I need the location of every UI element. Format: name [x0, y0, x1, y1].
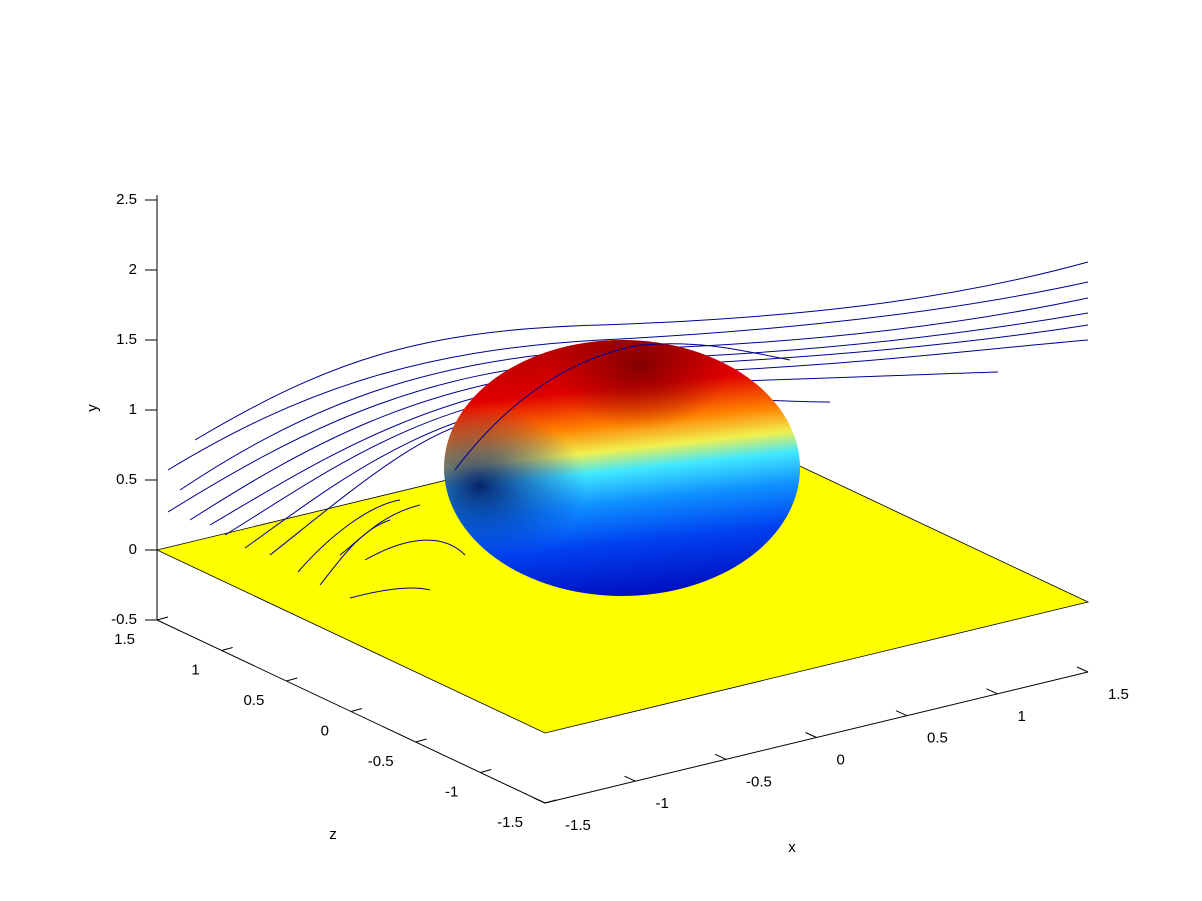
x-tick: [624, 775, 636, 782]
z-tick-label: 0: [321, 722, 329, 739]
x-tick: [714, 753, 727, 760]
z-tick-label: 1: [191, 661, 199, 678]
sphere-shade: [444, 340, 800, 596]
y-tick-label: 2.5: [116, 191, 137, 208]
x-tick: [805, 732, 817, 738]
z-tick: [156, 616, 169, 621]
x-tick-label: -1.5: [565, 817, 591, 834]
y-tick-label: 2: [129, 261, 137, 278]
z-tick: [480, 769, 492, 773]
z-tick: [544, 799, 557, 804]
x-tick: [986, 688, 998, 695]
z-tick: [286, 677, 298, 682]
x-tick-label: -1: [656, 795, 669, 812]
z-tick: [350, 708, 363, 712]
streamline-front: [454, 343, 791, 471]
y-tick-label: -0.5: [111, 611, 137, 628]
z-tick: [221, 647, 233, 651]
scene: [155, 261, 1090, 734]
z-tick-label: 0.5: [243, 692, 264, 709]
x-tick-label: 0: [837, 751, 845, 768]
z-axis-label: z: [329, 826, 337, 843]
z-tick-label: -0.5: [368, 753, 394, 770]
y-tick-label: 0: [129, 541, 137, 558]
x-tick-label: 1.5: [1108, 686, 1129, 703]
x-axis-label: x: [788, 839, 796, 856]
y-axis-label: y: [84, 404, 101, 412]
z-tick-label: -1: [445, 783, 458, 800]
x-tick-label: -0.5: [746, 773, 772, 790]
z-tick-label: 1.5: [114, 631, 135, 648]
y-tick-label: 1.5: [116, 331, 137, 348]
x-tick-label: 0.5: [927, 730, 948, 747]
x-tick-label: 1: [1018, 708, 1026, 725]
y-tick-label: 1: [129, 401, 137, 418]
x-tick: [1076, 666, 1089, 673]
x-tick: [895, 710, 908, 717]
y-tick-label: 0.5: [116, 471, 137, 488]
z-tick-label: -1.5: [497, 814, 523, 831]
z-tick: [415, 738, 427, 743]
x-tick: [533, 797, 546, 804]
